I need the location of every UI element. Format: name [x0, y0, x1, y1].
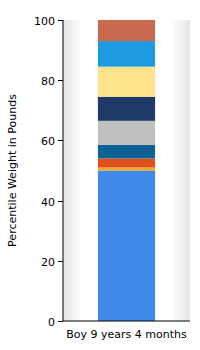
y-tick-label: 20	[41, 256, 55, 269]
bar-segment	[98, 121, 155, 145]
bars	[98, 20, 155, 321]
bar-segment	[98, 41, 155, 67]
y-tick	[58, 80, 63, 81]
bar-segment	[98, 171, 155, 322]
y-axis-label: Percentile Weight in Pounds	[6, 94, 19, 247]
y-tick	[58, 261, 63, 262]
y-tick-label: 40	[41, 196, 55, 209]
y-tick	[58, 321, 63, 322]
bar-segment	[98, 167, 155, 170]
y-tick	[58, 201, 63, 202]
x-axis-line	[63, 321, 190, 322]
chart-svg: Boy 9 years 4 months 0 20 40 60 80 100 Percenti…	[0, 0, 200, 350]
bar-segment	[98, 97, 155, 121]
y-tick-label: 80	[41, 75, 55, 88]
y-tick-label: 60	[41, 135, 55, 148]
chart-root: Boy 9 years 4 months 0 20 40 60 80 100 Percenti…	[0, 0, 200, 350]
y-tick	[58, 140, 63, 141]
x-tick-label: Boy 9 years 4 months	[66, 328, 187, 341]
y-tick-label: 0	[48, 316, 55, 329]
plot-background	[63, 20, 190, 321]
bar-segment	[98, 145, 155, 159]
y-tick	[58, 20, 63, 21]
bar-segment	[98, 20, 155, 41]
y-axis-line	[63, 20, 64, 321]
bar-segment	[98, 158, 155, 167]
y-tick-label: 100	[34, 15, 55, 28]
bar-segment	[98, 67, 155, 97]
